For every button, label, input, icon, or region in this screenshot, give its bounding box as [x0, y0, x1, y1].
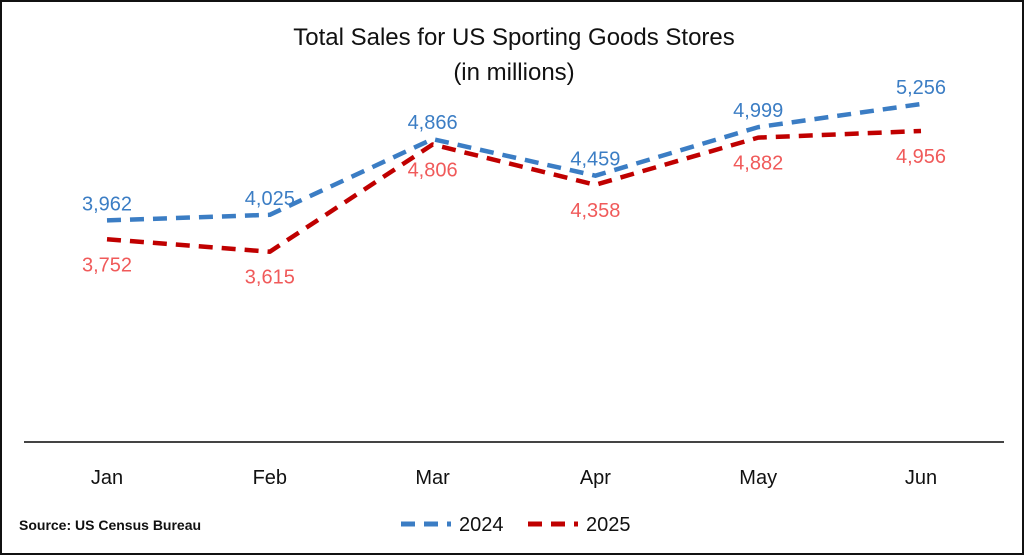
data-label-2025-may: 4,882	[733, 153, 783, 175]
data-label-2024-jan: 3,962	[82, 193, 132, 215]
data-label-2024-apr: 4,459	[570, 149, 620, 171]
x-tick-label-jan: Jan	[91, 467, 123, 489]
series-line-2024	[106, 101, 922, 223]
data-label-2024-may: 4,999	[733, 100, 783, 122]
series-layer	[106, 101, 922, 254]
x-tick-label-mar: Mar	[415, 467, 450, 489]
data-label-2024-jun: 5,256	[896, 77, 946, 99]
data-label-2024-feb: 4,025	[245, 188, 295, 210]
source-note: Source: US Census Bureau	[19, 517, 201, 533]
chart-title: Total Sales for US Sporting Goods Stores	[293, 24, 735, 51]
data-label-2025-feb: 3,615	[245, 267, 295, 289]
data-label-2025-jun: 4,956	[896, 146, 946, 168]
legend-label-2025: 2025	[586, 514, 631, 536]
x-tick-label-apr: Apr	[580, 467, 611, 489]
x-tick-label-may: May	[739, 467, 777, 489]
chart-subtitle: (in millions)	[453, 59, 574, 86]
data-label-2025-jan: 3,752	[82, 254, 132, 276]
data-label-2024-mar: 4,866	[408, 112, 458, 134]
data-labels: 3,962 4,025 4,866 4,459 4,999 5,256 3,752 3,615…	[82, 77, 946, 289]
legend: 2024 2025	[401, 514, 631, 536]
x-axis-ticks: Jan Feb Mar Apr May Jun	[91, 467, 937, 489]
data-label-2025-apr: 4,358	[570, 200, 620, 222]
x-tick-label-jun: Jun	[905, 467, 937, 489]
series-line-2025	[106, 128, 922, 254]
data-label-2025-mar: 4,806	[408, 160, 458, 182]
x-tick-label-feb: Feb	[253, 467, 287, 489]
legend-label-2024: 2024	[459, 514, 504, 536]
